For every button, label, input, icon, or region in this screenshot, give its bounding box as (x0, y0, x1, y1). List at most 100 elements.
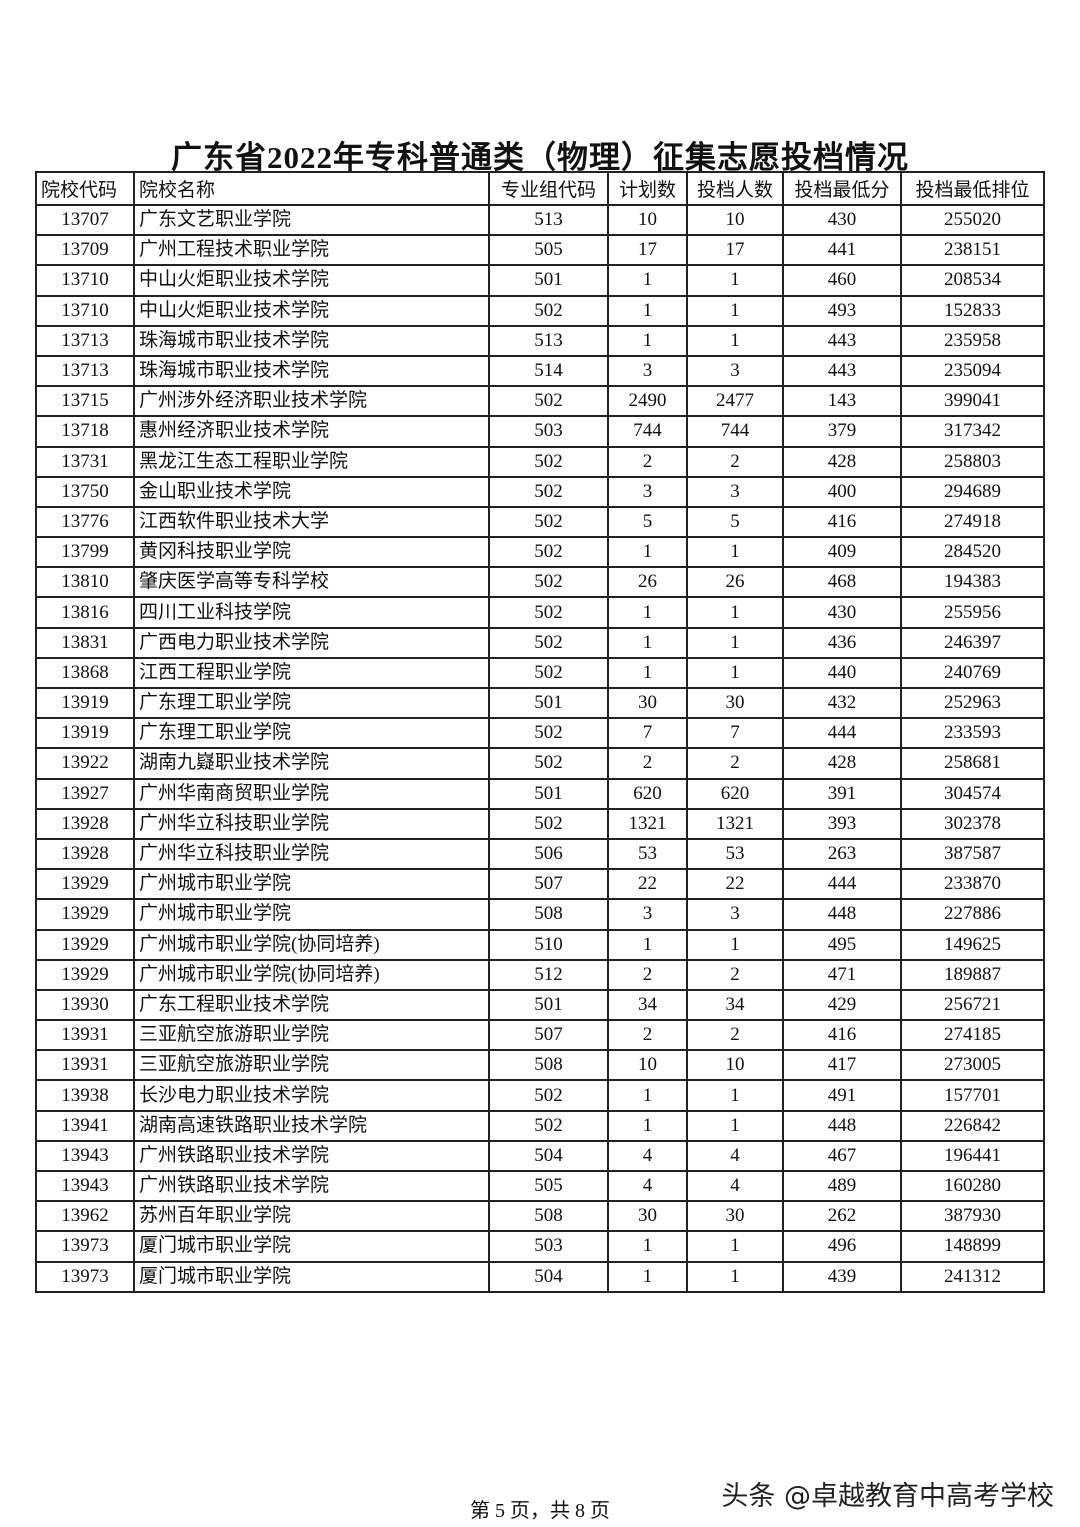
table-cell: 1 (686, 928, 784, 961)
table-cell: 255020 (900, 203, 1045, 237)
table-cell: 13709 (35, 234, 135, 267)
page-number: 第 5 页，共 8 页 (470, 1500, 610, 1522)
table-cell: 160280 (900, 1169, 1045, 1203)
table-cell: 53 (607, 837, 688, 871)
table-cell: 湖南九嶷职业技术学院 (133, 747, 490, 780)
table-cell: 208534 (900, 264, 1045, 297)
table-row: 13973 厦门城市职业学院 504 1 1 439 241312 (35, 1260, 1045, 1293)
table-cell: 1 (686, 264, 784, 297)
table-cell: 13750 (35, 475, 135, 508)
header-row: 院校代码 院校名称 专业组代码 计划数 投档人数 投档最低分 投档最低排位 (35, 171, 1045, 206)
table-cell: 广东文艺职业学院 (133, 203, 490, 237)
table-cell: 428 (782, 747, 902, 780)
table-cell: 510 (488, 928, 609, 961)
table-row: 13962 苏州百年职业学院 508 30 30 262 387930 (35, 1200, 1045, 1233)
table-cell: 1 (607, 536, 688, 569)
table-cell: 13715 (35, 385, 135, 418)
table-cell: 502 (488, 1109, 609, 1142)
column-header: 投档最低分 (782, 171, 902, 206)
table-cell: 189887 (900, 958, 1045, 991)
table-cell: 502 (488, 1079, 609, 1112)
table-cell: 7 (686, 717, 784, 750)
table-cell: 274918 (900, 505, 1045, 539)
table-cell: 1 (686, 626, 784, 659)
table-cell: 430 (782, 596, 902, 629)
table-cell: 502 (488, 807, 609, 840)
table-cell: 13929 (35, 898, 135, 931)
table-cell: 620 (686, 777, 784, 810)
column-header: 专业组代码 (488, 171, 609, 206)
table-cell: 1 (686, 656, 784, 690)
table-cell: 302378 (900, 807, 1045, 840)
table-cell: 13710 (35, 294, 135, 327)
table-cell: 17 (686, 234, 784, 267)
table-cell: 496 (782, 1230, 902, 1263)
table-row: 13731 黑龙江生态工程职业学院 502 2 2 428 258803 (35, 445, 1045, 478)
table-cell: 2 (607, 747, 688, 780)
table-cell: 13707 (35, 203, 135, 237)
table-cell: 502 (488, 385, 609, 418)
table-cell: 194383 (900, 566, 1045, 599)
table-cell: 444 (782, 868, 902, 901)
table-cell: 10 (607, 1049, 688, 1082)
table-cell: 广州涉外经济职业技术学院 (133, 385, 490, 418)
table-cell: 中山火炬职业技术学院 (133, 294, 490, 327)
table-cell: 263 (782, 837, 902, 871)
table-row: 13941 湖南高速铁路职业技术学院 502 1 1 448 226842 (35, 1109, 1045, 1142)
table-cell: 26 (686, 566, 784, 599)
table-cell: 502 (488, 566, 609, 599)
table-cell: 肇庆医学高等专科学校 (133, 566, 490, 599)
table-cell: 399041 (900, 385, 1045, 418)
table-row: 13929 广州城市职业学院(协同培养) 512 2 2 471 189887 (35, 958, 1045, 991)
table-cell: 409 (782, 536, 902, 569)
table-cell: 3 (686, 354, 784, 388)
table-cell: 22 (607, 868, 688, 901)
table-cell: 491 (782, 1079, 902, 1112)
table-cell: 513 (488, 203, 609, 237)
table-cell: 4 (686, 1139, 784, 1173)
table-row: 13929 广州城市职业学院(协同培养) 510 1 1 495 149625 (35, 928, 1045, 961)
column-header: 投档最低排位 (900, 171, 1045, 206)
table-cell: 505 (488, 1169, 609, 1203)
table-cell: 2 (686, 1019, 784, 1052)
table-cell: 226842 (900, 1109, 1045, 1142)
table-cell: 13731 (35, 445, 135, 478)
table-cell: 620 (607, 777, 688, 810)
table-cell: 1 (686, 596, 784, 629)
table-cell: 258681 (900, 747, 1045, 780)
table-cell: 506 (488, 837, 609, 871)
table-cell: 502 (488, 596, 609, 629)
table-cell: 13816 (35, 596, 135, 629)
table-cell: 1 (607, 626, 688, 659)
table-cell: 广州城市职业学院(协同培养) (133, 928, 490, 961)
table-cell: 507 (488, 868, 609, 901)
table-cell: 501 (488, 777, 609, 810)
table-cell: 502 (488, 445, 609, 478)
table-cell: 13929 (35, 868, 135, 901)
table-cell: 13868 (35, 656, 135, 690)
table-cell: 1 (607, 1230, 688, 1263)
table-cell: 34 (686, 988, 784, 1022)
table-cell: 256721 (900, 988, 1045, 1022)
table-cell: 493 (782, 294, 902, 327)
table-cell: 503 (488, 415, 609, 448)
table-cell: 广州铁路职业技术学院 (133, 1169, 490, 1203)
table-cell: 258803 (900, 445, 1045, 478)
table-cell: 495 (782, 928, 902, 961)
table-row: 13710 中山火炬职业技术学院 501 1 1 460 208534 (35, 264, 1045, 297)
table-cell: 13713 (35, 354, 135, 388)
table-cell: 443 (782, 354, 902, 388)
table-cell: 4 (607, 1169, 688, 1203)
table-cell: 505 (488, 234, 609, 267)
table-cell: 317342 (900, 415, 1045, 448)
table-row: 13718 惠州经济职业技术学院 503 744 744 379 317342 (35, 415, 1045, 448)
table-cell: 13713 (35, 324, 135, 357)
table-cell: 5 (686, 505, 784, 539)
table-row: 13776 江西软件职业技术大学 502 5 5 416 274918 (35, 505, 1045, 539)
table-cell: 460 (782, 264, 902, 297)
table-cell: 广东理工职业学院 (133, 717, 490, 750)
table-cell: 233870 (900, 868, 1045, 901)
table-cell: 2490 (607, 385, 688, 418)
table-cell: 13941 (35, 1109, 135, 1142)
